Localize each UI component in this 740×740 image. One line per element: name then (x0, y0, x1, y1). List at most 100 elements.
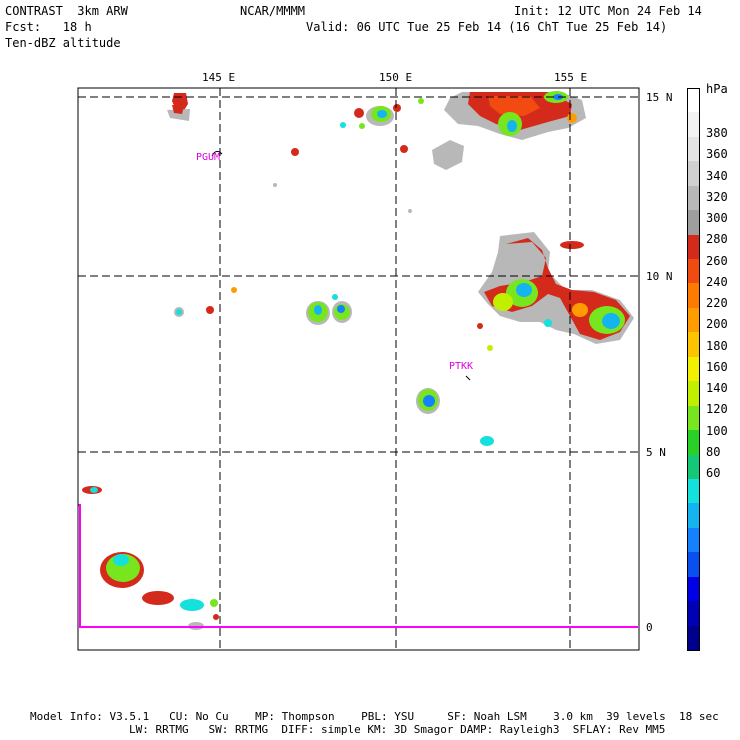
lat-label-10: 10 N (646, 270, 673, 283)
storm-cell (516, 283, 532, 297)
colorbar-swatch (687, 332, 700, 358)
colorbar-tick-label: 140 (706, 381, 728, 395)
lat-lon-grid (78, 88, 639, 650)
storm-cell (291, 148, 299, 156)
colorbar-tick-label: 380 (706, 126, 728, 140)
storm-cell (167, 109, 190, 121)
colorbar-tick-label: 100 (706, 423, 728, 438)
colorbar-swatch (687, 136, 700, 162)
colorbar-tick-label: 280 (706, 232, 728, 247)
colorbar-swatch (687, 356, 700, 382)
colorbar-tick-label: 340 (706, 168, 728, 183)
colorbar-swatch (687, 576, 700, 602)
model-title: CONTRAST 3km ARW (5, 4, 128, 18)
storm-cell (400, 145, 408, 153)
colorbar-swatch (687, 381, 700, 407)
storm-cell (340, 122, 346, 128)
colorbar-tick-label: 80 (706, 444, 721, 459)
source-label: NCAR/MMMM (240, 4, 306, 18)
lon-label-155: 155 E (554, 71, 588, 84)
storm-cell (176, 309, 182, 315)
colorbar-tick-label: 320 (706, 189, 728, 204)
storm-cell (213, 614, 219, 620)
colorbar-swatch (687, 601, 700, 627)
station-ptkk: PTKK (449, 361, 474, 372)
forecast-hour: Fcst: 18 h (5, 20, 92, 34)
field-name: Ten-dBZ altitude (5, 36, 121, 50)
storm-cell (273, 183, 277, 187)
storm-cell (507, 120, 517, 132)
colorbar-tick-label: 200 (706, 317, 728, 332)
storm-cell (487, 345, 493, 351)
colorbar-tick-label: 240 (706, 274, 728, 289)
colorbar-swatch (687, 478, 700, 504)
coastline (78, 504, 638, 628)
colorbar-swatch (687, 210, 700, 236)
pgum-marker-icon (211, 150, 223, 157)
storm-cell (180, 599, 204, 611)
valid-time: Valid: 06 UTC Tue 25 Feb 14 (16 ChT Tue … (306, 20, 668, 34)
storm-cell (90, 487, 98, 493)
colorbar-tick-label: 160 (706, 359, 728, 374)
storm-cell (172, 105, 184, 114)
colorbar-swatch (687, 234, 700, 260)
storm-cell (602, 313, 620, 329)
storm-cell (337, 305, 345, 313)
colorbar-swatch (687, 88, 700, 114)
colorbar-swatch (687, 527, 700, 553)
storm-cell (560, 241, 584, 249)
colorbar-swatch (687, 307, 700, 333)
storm-cell (423, 395, 435, 407)
colorbar-tick-label: 260 (706, 253, 728, 268)
storm-cell (231, 287, 237, 293)
storm-cell (113, 554, 129, 566)
colorbar-swatch (687, 503, 700, 529)
lon-label-150: 150 E (379, 71, 413, 84)
colorbar-swatch (687, 405, 700, 431)
ptkk-marker-icon (465, 375, 471, 381)
colorbar-tick-label: 360 (706, 147, 728, 162)
lat-label-5: 5 N (646, 446, 666, 459)
storm-cell (477, 323, 483, 329)
storm-cell (567, 113, 577, 123)
colorbar-swatch (687, 625, 700, 652)
colorbar-swatch (687, 259, 700, 284)
colorbar-tick-label: 60 (706, 466, 721, 480)
model-info-line1: Model Info: V3.5.1 CU: No Cu MP: Thompso… (30, 710, 719, 723)
colorbar-tick-label: 180 (706, 338, 728, 353)
precip-field (82, 91, 634, 630)
init-time: Init: 12 UTC Mon 24 Feb 14 (514, 4, 702, 18)
storm-cell (354, 108, 364, 118)
storm-cell (488, 96, 540, 116)
colorbar-unit: hPa (706, 82, 728, 96)
storm-cell (332, 294, 338, 300)
colorbar-swatch (687, 185, 700, 211)
lat-label-0: 0 (646, 621, 653, 634)
storm-cell (206, 306, 214, 314)
storm-cell (544, 319, 552, 327)
storm-cell (418, 98, 424, 104)
model-info-line2: LW: RRTMG SW: RRTMG DIFF: simple KM: 3D … (129, 723, 666, 736)
colorbar-swatch (687, 112, 700, 138)
storm-cell (142, 591, 174, 605)
colorbar-swatch (687, 552, 700, 578)
lon-label-145: 145 E (202, 71, 236, 84)
storm-cell (480, 436, 494, 446)
colorbar-swatch (687, 454, 700, 480)
storm-cell (393, 104, 401, 112)
lat-label-15: 15 N (646, 91, 673, 104)
storm-cell (210, 599, 218, 607)
storm-cell (432, 140, 464, 170)
colorbar-tick-label: 300 (706, 211, 728, 225)
storm-cell (493, 293, 513, 311)
storm-cell (572, 303, 588, 317)
storm-cell (314, 305, 322, 315)
colorbar-swatch (687, 283, 700, 309)
colorbar-swatch (687, 430, 700, 455)
colorbar-swatch (687, 161, 700, 187)
storm-cell (359, 123, 365, 129)
colorbar-tick-label: 120 (706, 402, 728, 417)
storm-cell (408, 209, 412, 213)
colorbar-tick-label: 220 (706, 296, 728, 310)
